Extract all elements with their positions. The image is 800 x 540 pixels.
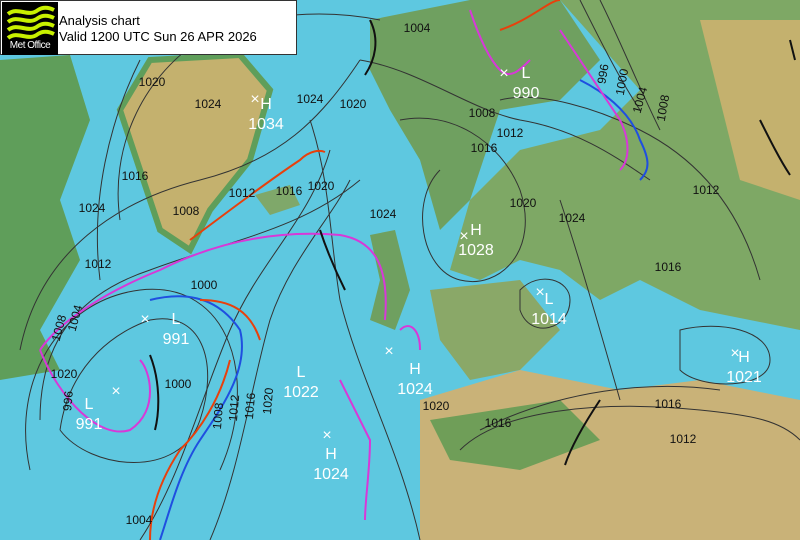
pressure-centre-H: × H 1024 — [313, 427, 349, 483]
isobar-label: 1012 — [226, 394, 242, 422]
pressure-centre-L: × L 1014 — [531, 284, 567, 328]
centre-pressure: 1024 — [313, 466, 349, 483]
centre-type: L — [297, 364, 306, 381]
chart-header: Met Office Analysis chart Valid 1200 UTC… — [0, 0, 297, 55]
isobars — [19, 0, 800, 540]
isobar-label: 1024 — [297, 92, 324, 106]
centre-type: L — [172, 311, 181, 328]
waves-icon — [6, 5, 55, 40]
met-office-logo: Met Office — [2, 2, 58, 55]
isobar-label: 1016 — [122, 169, 149, 183]
isobar-label: 1004 — [404, 21, 431, 35]
pressure-centre-H: × H 1034 — [248, 91, 284, 133]
pressure-centre-H: × H 1024 — [384, 343, 433, 398]
isobar-label: 1016 — [655, 260, 682, 274]
centre-pressure: 1014 — [531, 311, 567, 328]
centre-type: H — [409, 361, 421, 378]
isobar-label: 1012 — [670, 432, 697, 446]
valid-time: Valid 1200 UTC Sun 26 APR 2026 — [59, 29, 257, 44]
centre-pressure: 990 — [513, 85, 540, 102]
isobar-label: 1008 — [173, 204, 200, 218]
centre-type: L — [522, 65, 531, 82]
isobar-label: 1012 — [693, 183, 720, 197]
fronts — [39, 0, 796, 540]
isobar-label: 1024 — [559, 211, 586, 225]
isobar-label: 996 — [594, 63, 611, 85]
pressure-centre-L: × L 991 — [76, 383, 121, 433]
centre-cross-icon: × — [730, 345, 739, 362]
centre-cross-icon: × — [111, 383, 120, 400]
isobar-label: 1020 — [510, 196, 537, 210]
centre-cross-icon: × — [459, 228, 468, 245]
isobar-label: 1000 — [613, 67, 631, 96]
centre-type: H — [325, 446, 337, 463]
isobar-label: 1008 — [49, 313, 70, 343]
isobar-label: 1020 — [308, 179, 335, 193]
pressure-centre-H: × H 1028 — [458, 222, 494, 259]
isobar-label: 1000 — [165, 377, 192, 391]
isobar-label: 1000 — [191, 278, 218, 292]
isobar-label: 1020 — [260, 387, 276, 415]
isobar-label: 1016 — [276, 184, 303, 198]
isobar-label: 1008 — [654, 93, 672, 122]
centre-type: H — [260, 96, 272, 113]
isobar-label: 1016 — [242, 392, 258, 420]
isobar-label: 1024 — [370, 207, 397, 221]
isobar-label: 1012 — [85, 257, 112, 271]
isobar-label: 1004 — [126, 513, 153, 527]
pressure-centre-H: ×H 1021 — [726, 345, 762, 386]
centre-pressure: 1022 — [283, 384, 319, 401]
isobar-label: 1012 — [229, 186, 256, 200]
centre-type: H — [470, 222, 482, 239]
centre-type: L — [85, 396, 94, 413]
isobar-label: 1016 — [485, 416, 512, 430]
centre-cross-icon: × — [250, 91, 259, 108]
pressure-centre-L: × L 991 — [140, 311, 189, 348]
centre-pressure: 1034 — [248, 116, 284, 133]
isobar-label: 1020 — [423, 399, 450, 413]
centre-cross-icon: × — [384, 343, 393, 360]
isobar-label: 1008 — [210, 402, 226, 430]
isobar-label: 1020 — [51, 367, 78, 381]
centre-pressure: 1024 — [397, 381, 433, 398]
isobar-label: 1008 — [469, 106, 496, 120]
centre-pressure: 1021 — [726, 369, 762, 386]
centre-cross-icon: × — [499, 65, 508, 82]
isobar-label: 1024 — [195, 97, 222, 111]
isobar-label: 1012 — [497, 126, 524, 140]
centre-pressure: 1028 — [458, 242, 494, 259]
isobar-label: 1020 — [139, 75, 166, 89]
centre-type: H — [738, 349, 750, 366]
isobar-label: 1004 — [630, 85, 651, 115]
centre-pressure: 991 — [163, 331, 190, 348]
chart-title: Analysis chart Valid 1200 UTC Sun 26 APR… — [59, 13, 257, 45]
centre-pressure: 991 — [76, 416, 103, 433]
logo-text: Met Office — [9, 40, 51, 51]
isobar-label: 1016 — [655, 397, 682, 411]
pressure-centre-L: L 1022 — [283, 364, 319, 401]
isobar-label: 1020 — [340, 97, 367, 111]
isobar-label: 1024 — [79, 201, 106, 215]
pressure-centre-L: × L 990 — [499, 65, 539, 102]
centre-cross-icon: × — [535, 284, 544, 301]
chart-title-text: Analysis chart — [59, 13, 140, 28]
isobar-label: 996 — [60, 390, 76, 411]
isobar-label: 1004 — [65, 303, 86, 333]
centre-type: L — [545, 291, 554, 308]
centre-cross-icon: × — [140, 311, 149, 328]
isobar-label: 1016 — [471, 141, 498, 155]
centre-cross-icon: × — [322, 427, 331, 444]
